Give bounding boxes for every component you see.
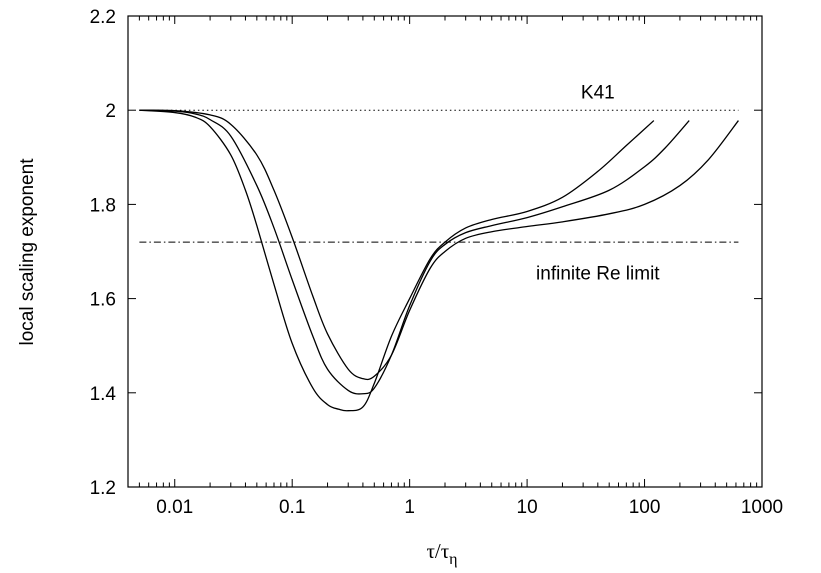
- reference-label-1: infinite Re limit: [536, 264, 660, 285]
- x-tick-label-0: 0.01: [156, 497, 193, 518]
- y-tick-label-2: 1.6: [90, 290, 116, 311]
- y-tick-label-1: 1.4: [90, 384, 117, 405]
- series-line-1: [139, 109, 690, 395]
- x-tick-label-3: 10: [517, 497, 538, 518]
- x-axis-label: τ/τη: [426, 539, 457, 568]
- x-tick-label-1: 0.1: [279, 497, 305, 518]
- x-tick-label-5: 1000: [741, 497, 783, 518]
- reference-lines: [139, 109, 739, 243]
- series-group: [139, 109, 739, 412]
- series-line-0: [139, 109, 655, 412]
- ticks: 0.01 0.1 1 10 100 1000 1.2 1.4 1.6 1.8 2 2.2: [90, 7, 784, 518]
- x-axis-label-main: τ/τ: [426, 539, 449, 563]
- reference-label-0: K41: [581, 82, 615, 103]
- y-tick-label-0: 1.2: [90, 478, 116, 499]
- x-tick-label-4: 100: [629, 497, 661, 518]
- y-tick-label-3: 1.8: [90, 195, 116, 216]
- x-axis-label-sub: η: [449, 551, 457, 568]
- series-line-2: [139, 109, 739, 381]
- y-axis-label: local scaling exponent: [17, 158, 38, 346]
- labels-group: K41 infinite Re limit: [536, 82, 660, 284]
- y-tick-label-4: 2: [105, 101, 116, 122]
- x-tick-label-2: 1: [404, 497, 415, 518]
- y-tick-label-5: 2.2: [90, 7, 116, 28]
